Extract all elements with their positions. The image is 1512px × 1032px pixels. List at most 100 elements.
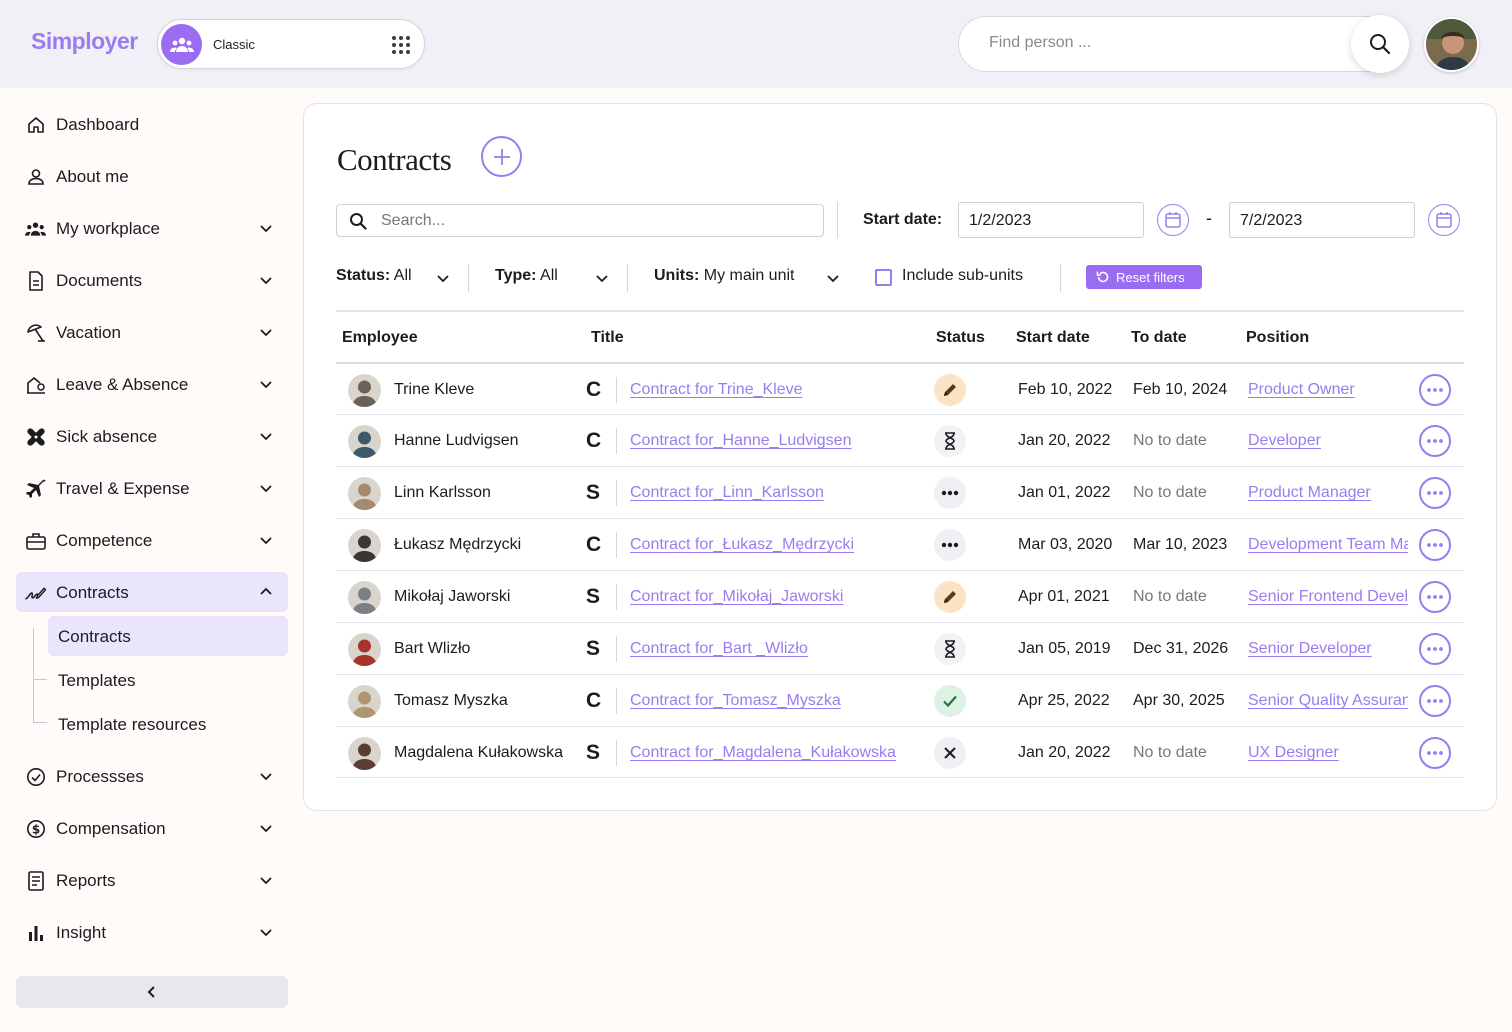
sidebar-item-processes[interactable]: Processses xyxy=(16,756,288,796)
contract-title-link[interactable]: Contract for_Mikołaj_Jaworski xyxy=(630,588,844,605)
employee-name[interactable]: Magdalena Kułakowska xyxy=(394,744,563,761)
date-from-calendar-button[interactable] xyxy=(1157,204,1189,236)
position-link[interactable]: Senior Frontend Developer xyxy=(1248,588,1408,605)
contracts-search-input[interactable] xyxy=(381,212,801,230)
sidebar-subitem-template-resources[interactable]: Template resources xyxy=(48,704,288,744)
row-actions-button[interactable] xyxy=(1419,685,1451,717)
workspace-label: Classic xyxy=(213,37,255,52)
table-row[interactable]: Łukasz Mędrzycki C Contract for_Łukasz_Męd… xyxy=(336,518,1464,570)
date-to-calendar-button[interactable] xyxy=(1428,204,1460,236)
employee-avatar xyxy=(348,477,381,510)
contract-title-link[interactable]: Contract for_Łukasz_Mędrzycki xyxy=(630,536,855,553)
sidebar-item-sick-absence[interactable]: Sick absence xyxy=(16,416,288,456)
employee-name[interactable]: Łukasz Mędrzycki xyxy=(394,536,522,553)
to-date-cell: No to date xyxy=(1133,744,1207,761)
chevron-down-icon[interactable] xyxy=(595,271,609,285)
employee-name[interactable]: Bart Wlizło xyxy=(394,640,471,657)
table-row[interactable]: Trine Kleve C Contract for Trine_Kleve Feb … xyxy=(336,362,1464,414)
sidebar-item-label: Contracts xyxy=(56,583,129,602)
sidebar-item-competence[interactable]: Competence xyxy=(16,520,288,560)
units-filter[interactable]: Units: My main unit xyxy=(654,267,794,285)
status-filter-label: Status: xyxy=(336,267,391,284)
sidebar-item-label: Processses xyxy=(56,767,144,786)
user-avatar[interactable] xyxy=(1424,17,1479,72)
table-row[interactable]: Mikołaj Jaworski S Contract for_Mikołaj_Ja… xyxy=(336,570,1464,622)
sidebar-item-vacation[interactable]: Vacation xyxy=(16,312,288,352)
table-row[interactable]: Linn Karlsson S Contract for_Linn_Karlsson… xyxy=(336,466,1464,518)
sidebar-item-compensation[interactable]: $ Compensation xyxy=(16,808,288,848)
row-actions-button[interactable] xyxy=(1419,529,1451,561)
column-header-employee[interactable]: Employee xyxy=(342,329,418,346)
type-filter[interactable]: Type: All xyxy=(495,267,558,285)
top-bar: Simployer Classic xyxy=(0,0,1512,88)
contract-title-link[interactable]: Contract for Trine_Kleve xyxy=(630,381,803,398)
table-row[interactable]: Magdalena Kułakowska S Contract for_Magdal… xyxy=(336,726,1464,778)
bandage-icon xyxy=(25,426,46,447)
include-sub-units-checkbox[interactable] xyxy=(875,269,892,286)
sidebar-item-documents[interactable]: Documents xyxy=(16,260,288,300)
date-from-field[interactable]: 1/2/2023 xyxy=(958,202,1144,238)
table-row[interactable]: Hanne Ludvigsen C Contract for_Hanne_Ludvi… xyxy=(336,414,1464,466)
sidebar-item-leave-absence[interactable]: Leave & Absence xyxy=(16,364,288,404)
employee-name[interactable]: Mikołaj Jaworski xyxy=(394,588,511,605)
apps-grid-icon[interactable] xyxy=(392,36,410,54)
employee-name[interactable]: Hanne Ludvigsen xyxy=(394,432,519,449)
column-header-status[interactable]: Status xyxy=(936,329,985,346)
sidebar-item-about-me[interactable]: About me xyxy=(16,156,288,196)
contract-title-link[interactable]: Contract for_Tomasz_Myszka xyxy=(630,692,841,709)
column-header-position[interactable]: Position xyxy=(1246,329,1310,346)
employee-name[interactable]: Linn Karlsson xyxy=(394,484,491,501)
row-actions-button[interactable] xyxy=(1419,633,1451,665)
start-date-cell: Jan 05, 2019 xyxy=(1018,640,1111,657)
row-actions-button[interactable] xyxy=(1419,374,1451,406)
sidebar-item-insight[interactable]: Insight xyxy=(16,912,288,952)
column-header-to-date[interactable]: To date xyxy=(1131,329,1187,346)
row-actions-button[interactable] xyxy=(1419,477,1451,509)
add-contract-button[interactable] xyxy=(481,136,522,177)
workspace-switcher[interactable]: Classic xyxy=(157,19,425,69)
app-logo[interactable]: Simployer xyxy=(31,28,138,54)
contract-title-link[interactable]: Contract for_Linn_Karlsson xyxy=(630,484,824,501)
chevron-down-icon[interactable] xyxy=(436,271,450,285)
contract-title-link[interactable]: Contract for_Magdalena_Kułakowska xyxy=(630,744,896,761)
employee-name[interactable]: Trine Kleve xyxy=(394,381,475,398)
position-link[interactable]: Senior Developer xyxy=(1248,640,1372,657)
row-actions-button[interactable] xyxy=(1419,737,1451,769)
sidebar-subitem-templates[interactable]: Templates xyxy=(48,660,288,700)
status-filter[interactable]: Status: All xyxy=(336,267,412,285)
column-header-title[interactable]: Title xyxy=(591,329,624,346)
position-link[interactable]: Product Owner xyxy=(1248,381,1355,398)
find-person-field[interactable] xyxy=(958,16,1408,72)
row-actions-button[interactable] xyxy=(1419,425,1451,457)
contracts-search-field[interactable] xyxy=(336,204,824,237)
sidebar-item-my-workplace[interactable]: My workplace xyxy=(16,208,288,248)
contract-title-link[interactable]: Contract for_Bart _Wlizło xyxy=(630,640,808,657)
position-link[interactable]: UX Designer xyxy=(1248,744,1339,761)
find-person-input[interactable] xyxy=(989,34,1329,52)
sidebar-item-travel-expense[interactable]: Travel & Expense xyxy=(16,468,288,508)
more-horizontal-icon xyxy=(1427,439,1443,443)
position-link[interactable]: Developer xyxy=(1248,432,1321,449)
row-actions-button[interactable] xyxy=(1419,581,1451,613)
position-link[interactable]: Senior Quality Assurance xyxy=(1248,692,1408,709)
find-person-search-button[interactable] xyxy=(1351,15,1409,73)
reset-filters-button[interactable]: Reset filters xyxy=(1086,265,1202,289)
table-row[interactable]: Bart Wlizło S Contract for_Bart _Wlizło Jan… xyxy=(336,622,1464,674)
employee-name[interactable]: Tomasz Myszka xyxy=(394,692,508,709)
contract-title-link[interactable]: Contract for_Hanne_Ludvigsen xyxy=(630,432,852,449)
checkmark-icon xyxy=(934,685,966,717)
divider xyxy=(616,428,617,454)
position-link[interactable]: Product Manager xyxy=(1248,484,1371,501)
chevron-down-icon[interactable] xyxy=(826,271,840,285)
collapse-sidebar-button[interactable] xyxy=(16,976,288,1008)
sidebar-subitem-contracts[interactable]: Contracts xyxy=(48,616,288,656)
date-to-field[interactable]: 7/2/2023 xyxy=(1229,202,1415,238)
sidebar-item-dashboard[interactable]: Dashboard xyxy=(16,104,288,144)
position-link[interactable]: Development Team Manager xyxy=(1248,536,1408,553)
column-header-start-date[interactable]: Start date xyxy=(1016,329,1090,346)
include-sub-units-label[interactable]: Include sub-units xyxy=(902,267,1023,284)
sidebar-item-reports[interactable]: Reports xyxy=(16,860,288,900)
sidebar-item-contracts[interactable]: Contracts xyxy=(16,572,288,612)
table-row[interactable]: Tomasz Myszka C Contract for_Tomasz_Myszka… xyxy=(336,674,1464,726)
sidebar-subitem-label: Template resources xyxy=(58,715,207,734)
